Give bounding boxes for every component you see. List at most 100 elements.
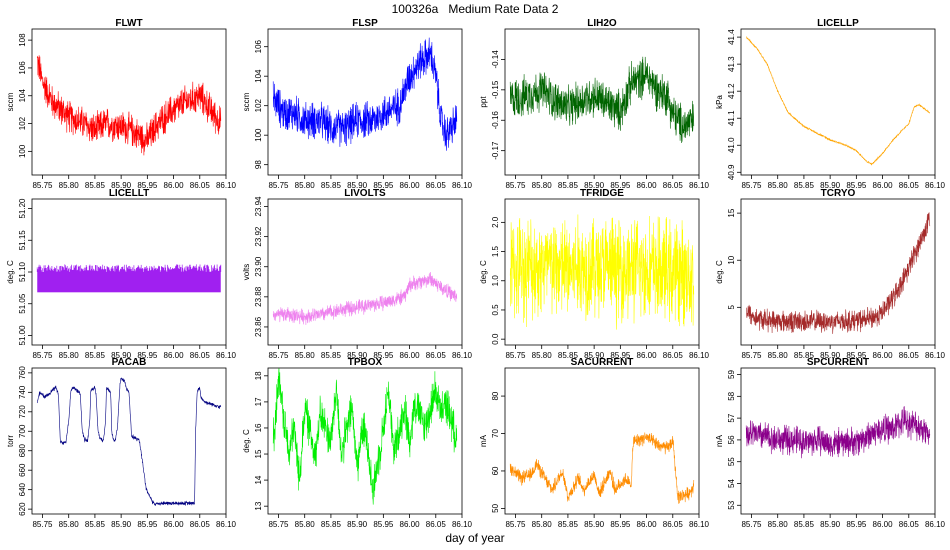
- y-tick-label: 51.00: [18, 325, 27, 346]
- plot-frame: [267, 367, 463, 515]
- plot-frame: [740, 28, 936, 176]
- x-tick-label: 85.80: [59, 181, 80, 190]
- x-tick-label: 85.75: [268, 181, 289, 190]
- y-tick-label: 41.1: [727, 110, 736, 126]
- plot-frame: [504, 367, 700, 515]
- x-tick-label: 86.10: [216, 181, 237, 190]
- x-tick-label: 86.05: [426, 520, 447, 529]
- y-axis-label: mA: [479, 434, 488, 447]
- panel-title: TCRYO: [821, 188, 856, 199]
- y-axis-label: torr: [6, 435, 15, 447]
- series-line: [745, 406, 931, 459]
- x-tick-label: 86.00: [400, 351, 421, 360]
- x-tick-label: 85.95: [610, 351, 631, 360]
- x-tick-label: 86.00: [637, 520, 658, 529]
- y-tick-label: 51.20: [18, 198, 27, 219]
- panel-licellt: LICELLT 85.75 85.80 85.85 85.90 85.95 86.00 86.…: [6, 188, 237, 360]
- x-tick-label: 85.90: [584, 520, 605, 529]
- y-tick-label: 104: [18, 89, 27, 103]
- y-tick-label: 5: [727, 305, 736, 310]
- x-tick-label: 85.95: [373, 351, 394, 360]
- y-tick-label: 51.15: [18, 230, 27, 251]
- x-tick-label: 85.80: [532, 520, 553, 529]
- y-tick-label: 620: [18, 502, 27, 516]
- y-tick-label: 41.0: [727, 137, 736, 153]
- x-tick-label: 86.10: [925, 520, 946, 529]
- y-tick-label: 1.0: [491, 275, 500, 287]
- y-axis-label: deg. C: [242, 429, 251, 453]
- x-tick-label: 85.80: [59, 520, 80, 529]
- y-tick-label: 98: [254, 160, 263, 169]
- series-spikes: [36, 264, 222, 272]
- y-tick-label: 102: [254, 98, 263, 112]
- y-tick-label: 0.0: [491, 333, 500, 345]
- x-tick-label: 86.00: [873, 351, 894, 360]
- series-line: [272, 271, 458, 326]
- x-tick-label: 86.10: [689, 181, 710, 190]
- x-tick-label: 86.05: [190, 520, 211, 529]
- x-tick-label: 85.75: [32, 520, 53, 529]
- panel-tfridge: TFRIDGE 85.75 85.80 85.85 85.90 85.95 86.00 86.…: [479, 188, 710, 360]
- x-tick-label: 85.85: [794, 351, 815, 360]
- y-tick-label: -0.14: [491, 50, 500, 69]
- y-tick-label: 2.0: [491, 216, 500, 228]
- x-tick-label: 85.90: [584, 181, 605, 190]
- x-tick-label: 85.75: [32, 351, 53, 360]
- x-tick-label: 85.75: [741, 351, 762, 360]
- x-tick-label: 85.90: [347, 181, 368, 190]
- x-tick-label: 85.75: [268, 351, 289, 360]
- plot-frame: [504, 198, 700, 346]
- panel-title: FLWT: [115, 18, 142, 29]
- y-tick-label: 60: [491, 466, 500, 475]
- panel-title: PACAB: [112, 357, 147, 368]
- y-tick-label: 16: [254, 423, 263, 432]
- y-tick-label: 108: [18, 33, 27, 47]
- x-tick-label: 85.95: [137, 181, 158, 190]
- y-tick-label: 760: [18, 366, 27, 380]
- plot-frame: [267, 28, 463, 176]
- series-line: [509, 214, 695, 330]
- x-tick-label: 85.75: [741, 181, 762, 190]
- x-tick-label: 85.80: [768, 181, 789, 190]
- y-tick-label: 57: [727, 413, 736, 422]
- panel-tpbox: TPBOX 85.75 85.80 85.85 85.90 85.95 86.00 86.05…: [242, 357, 473, 529]
- x-tick-label: 85.85: [85, 520, 106, 529]
- y-tick-label: 51.05: [18, 293, 27, 314]
- y-tick-label: 23.90: [254, 256, 263, 277]
- y-axis-label: ppt: [479, 96, 488, 108]
- y-tick-label: 50: [491, 503, 500, 512]
- y-tick-label: 23.92: [254, 226, 263, 247]
- series-line: [509, 432, 695, 504]
- y-axis-label: deg. C: [479, 260, 488, 284]
- y-tick-label: 59: [727, 370, 736, 379]
- y-tick-label: 53: [727, 500, 736, 509]
- x-tick-label: 86.00: [164, 351, 185, 360]
- plot-frame: [31, 28, 227, 176]
- x-tick-label: 85.85: [794, 520, 815, 529]
- x-tick-label: 85.80: [532, 181, 553, 190]
- plot-frame: [504, 28, 700, 176]
- x-tick-label: 86.00: [400, 520, 421, 529]
- y-tick-label: 54: [727, 478, 736, 487]
- y-tick-label: 41.4: [727, 29, 736, 45]
- series-line: [272, 37, 458, 151]
- x-tick-label: 86.10: [925, 351, 946, 360]
- figure-xlabel: day of year: [445, 531, 505, 545]
- panel-flwt: FLWT 85.75 85.80 85.85 85.90 85.95 86.00 86.05 8…: [6, 18, 237, 190]
- plot-frame: [31, 367, 227, 515]
- x-tick-label: 86.05: [190, 351, 211, 360]
- series-line: [745, 36, 930, 166]
- y-tick-label: 13: [254, 501, 263, 510]
- x-tick-label: 85.95: [137, 351, 158, 360]
- y-tick-label: 41.3: [727, 56, 736, 72]
- panel-tcryo: TCRYO 85.75 85.80 85.85 85.90 85.95 86.00 86.05…: [715, 188, 946, 360]
- y-tick-label: 0.5: [491, 304, 500, 316]
- x-tick-label: 85.95: [610, 181, 631, 190]
- x-tick-label: 85.90: [111, 520, 132, 529]
- series-line: [272, 368, 458, 505]
- panel-title: TPBOX: [348, 357, 383, 368]
- x-tick-label: 86.00: [400, 181, 421, 190]
- plot-frame: [267, 198, 463, 346]
- y-tick-label: 640: [18, 482, 27, 496]
